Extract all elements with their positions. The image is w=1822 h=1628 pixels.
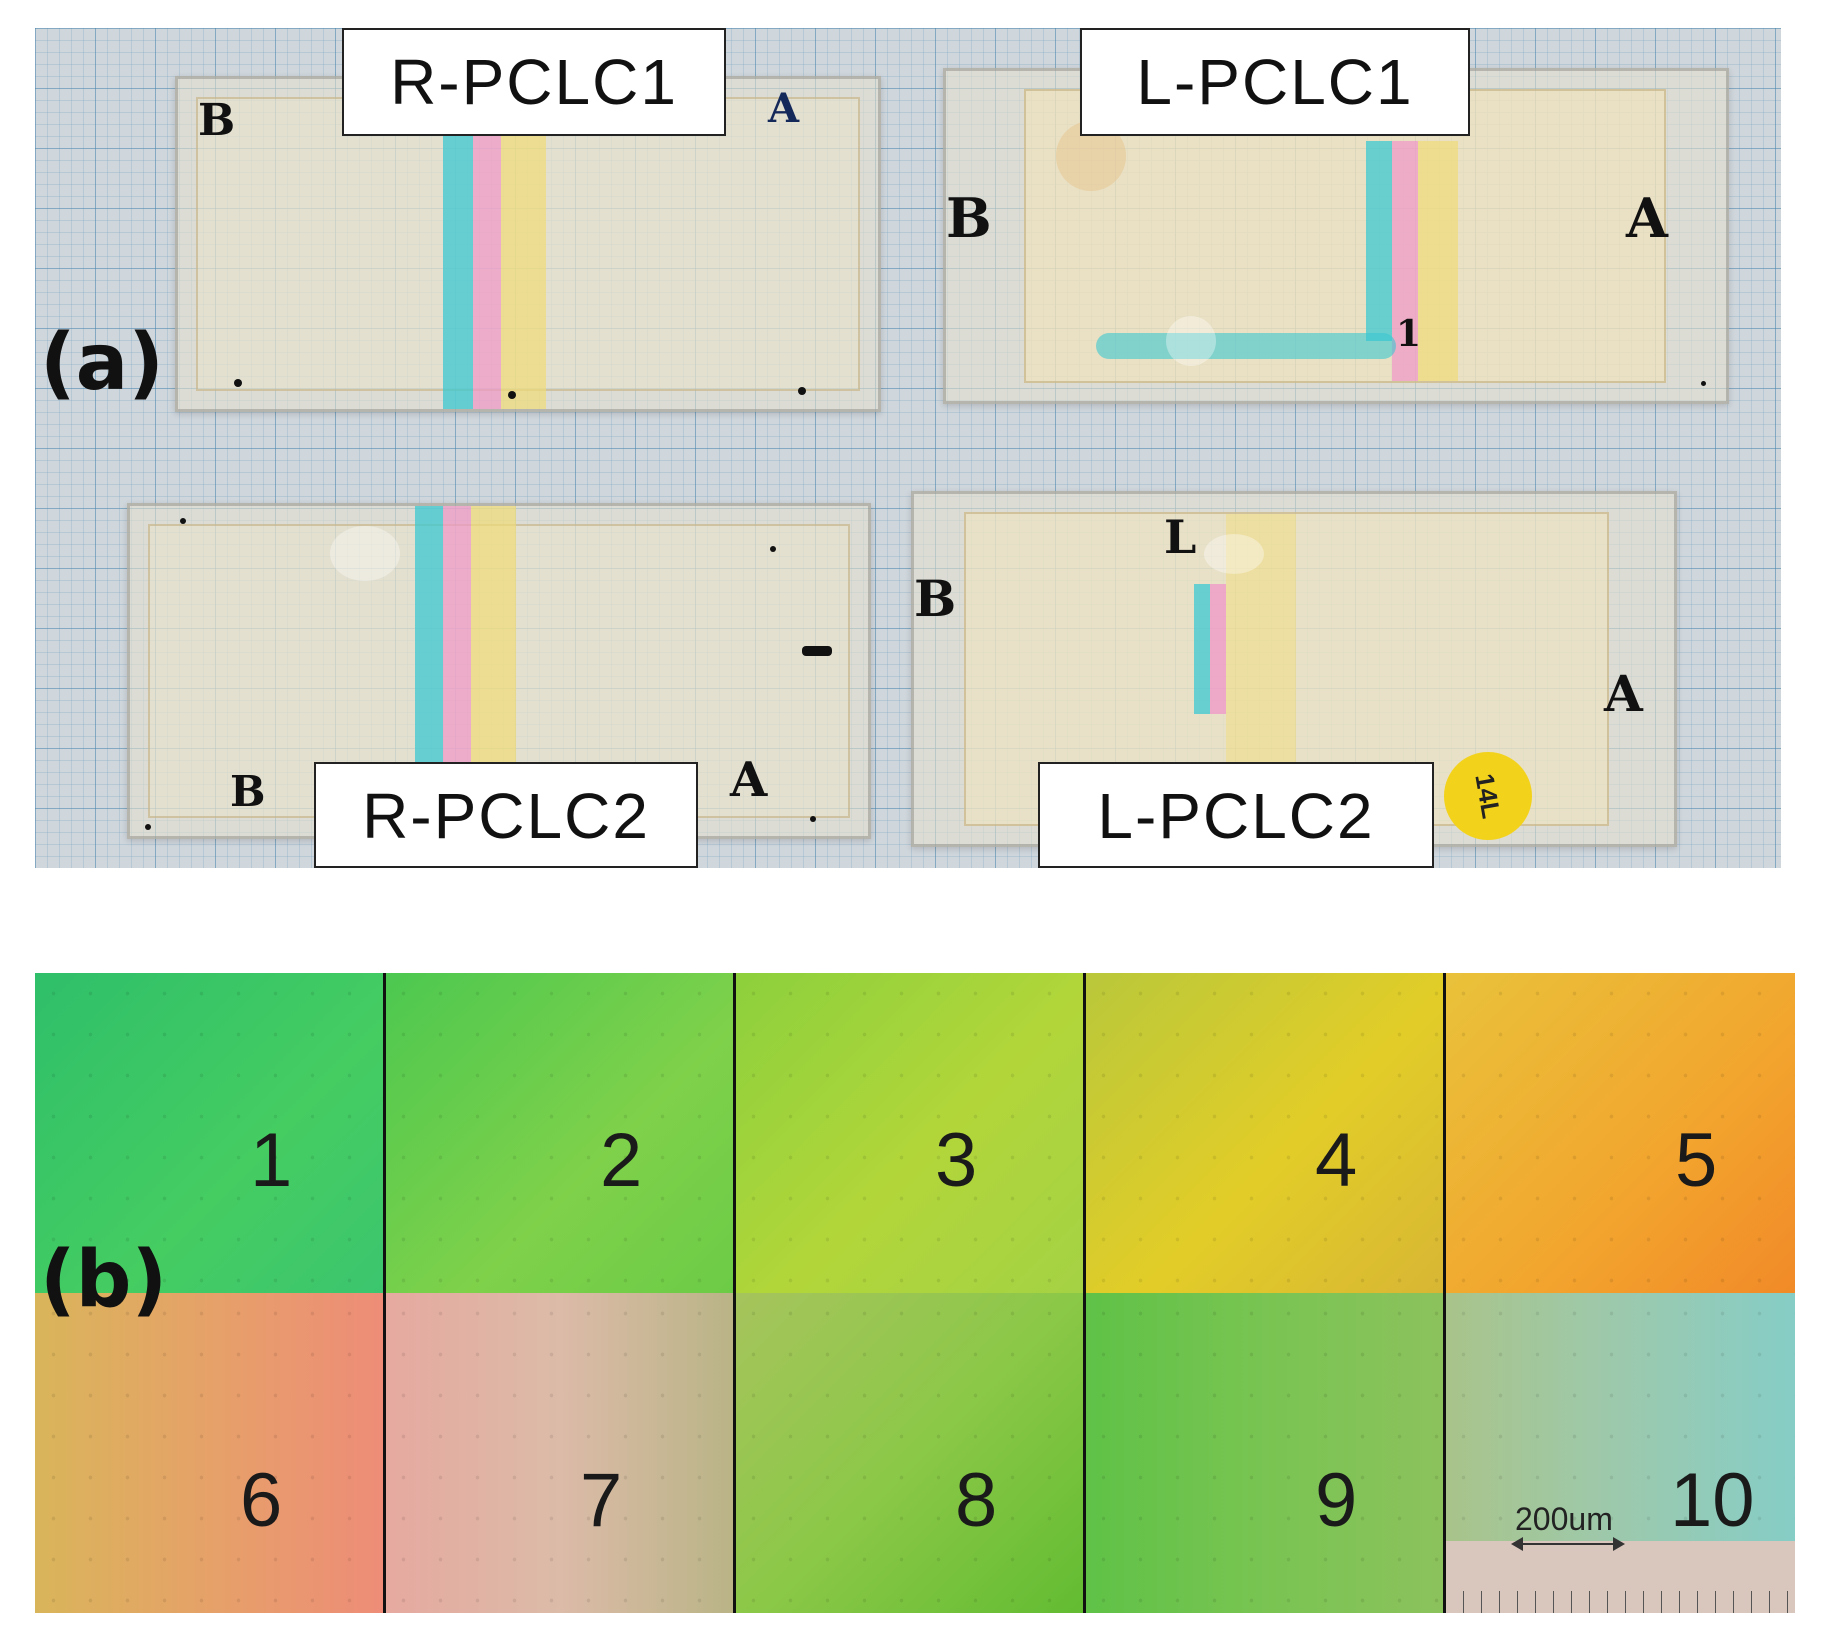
ruler-strip	[1445, 1541, 1795, 1613]
micrograph-tile-8: 8	[735, 1293, 1085, 1613]
panel-label-b: (b)	[40, 1235, 168, 1325]
corner-dot	[770, 546, 776, 552]
tile-number: 5	[1675, 1118, 1718, 1203]
divider	[1443, 973, 1446, 1613]
sample-label: L-PCLC1	[1080, 28, 1470, 136]
divider	[1083, 973, 1086, 1613]
marker-dash	[802, 646, 832, 656]
bubble	[1166, 316, 1216, 366]
color-band-pink	[1392, 141, 1418, 381]
tile-number: 1	[250, 1118, 293, 1203]
color-band-yellow	[1226, 514, 1296, 764]
slide-mark: B	[914, 569, 957, 628]
tile-number: 2	[600, 1118, 643, 1203]
micrograph-tile-4: 4	[1085, 973, 1445, 1293]
slide-mark: B	[198, 95, 236, 146]
slide-mark: A	[1604, 664, 1643, 723]
divider	[383, 973, 386, 1613]
corner-dot	[508, 391, 516, 399]
micrograph-tile-1: 1	[35, 973, 385, 1293]
sample-label: L-PCLC2	[1038, 762, 1434, 868]
sample-label: R-PCLC1	[342, 28, 726, 136]
tile-number: 7	[580, 1458, 623, 1543]
color-band-cyan	[1194, 584, 1210, 714]
slide-mark: B	[230, 767, 266, 816]
micrograph-tile-2: 2	[385, 973, 735, 1293]
corner-dot	[1701, 381, 1706, 386]
corner-dot	[810, 816, 816, 822]
bubble	[330, 526, 400, 581]
color-band-yellow	[1418, 141, 1458, 381]
tile-number: 9	[1315, 1458, 1358, 1543]
slide-mark: A	[768, 85, 800, 132]
sample-label: R-PCLC2	[314, 762, 698, 868]
color-band-cyan-bottom	[1096, 333, 1396, 359]
slide-mark: 1	[1396, 313, 1422, 355]
corner-dot	[145, 824, 151, 830]
slide-mark: A	[730, 752, 768, 808]
color-band-pink	[1210, 584, 1226, 714]
slide-mark: A	[1626, 186, 1668, 250]
tile-number: 8	[955, 1458, 998, 1543]
micrograph-panel-b: 1 2 3 4 5 6 7 8 9 10 200um (b)	[35, 973, 1795, 1613]
tile-number: 6	[240, 1458, 283, 1543]
corner-dot	[234, 379, 242, 387]
slide-mark: L	[1164, 510, 1197, 564]
slide-mark: B	[946, 186, 992, 250]
tile-number: 3	[935, 1118, 978, 1203]
micrograph-tile-9: 9	[1085, 1293, 1445, 1613]
panel-label-a: (a)	[40, 318, 164, 408]
scale-bar-label: 200um	[1515, 1501, 1613, 1537]
divider	[733, 973, 736, 1613]
photo-panel-a: B A B A 1 B A	[35, 28, 1781, 868]
corner-dot	[798, 387, 806, 395]
micrograph-tile-10: 10	[1445, 1293, 1795, 1613]
micrograph-tile-7: 7	[385, 1293, 735, 1613]
micrograph-tile-6: 6	[35, 1293, 385, 1613]
bubble	[1204, 534, 1264, 574]
slide-l-pclc1: B A 1	[943, 68, 1729, 404]
corner-dot	[180, 518, 186, 524]
micrograph-tile-3: 3	[735, 973, 1085, 1293]
tile-number: 4	[1315, 1118, 1358, 1203]
micrograph-tile-5: 5	[1445, 973, 1795, 1293]
color-band-cyan	[1366, 141, 1392, 341]
tile-number: 10	[1670, 1458, 1755, 1543]
scale-bar-arrow	[1511, 1537, 1625, 1551]
